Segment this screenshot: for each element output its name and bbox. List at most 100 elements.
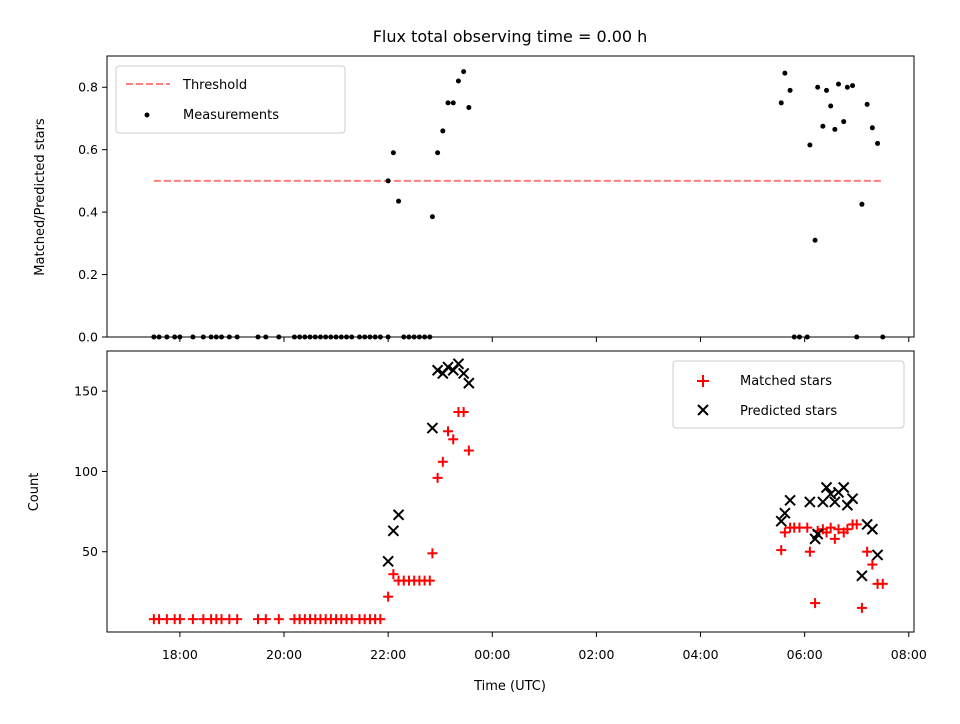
- x-tick-label: 22:00: [370, 647, 406, 662]
- measurement-point: [836, 81, 842, 87]
- matched-star-point: [187, 614, 198, 625]
- measurement-point: [396, 198, 402, 204]
- bottom-y-axis-label: Count: [27, 473, 42, 512]
- measurement-point: [815, 84, 821, 90]
- measurement-point: [461, 69, 467, 75]
- measurement-point: [820, 123, 826, 129]
- measurement-point: [445, 100, 451, 106]
- top-y-tick-label: 0.4: [78, 205, 98, 220]
- top-axes-frame: [106, 55, 915, 338]
- predicted-star-point: [866, 523, 879, 535]
- measurement-point: [869, 125, 875, 131]
- bottom-y-tick-label: 150: [74, 384, 98, 399]
- measurement-point: [782, 70, 788, 76]
- x-tick-label: 18:00: [162, 647, 198, 662]
- legend-measurements-marker: [144, 112, 150, 118]
- predicted-star-point: [804, 496, 816, 508]
- matched-star-point: [458, 407, 469, 418]
- legend-matched-marker: [697, 375, 709, 387]
- measurement-point: [450, 100, 456, 106]
- predicted-star-point: [452, 358, 465, 370]
- matched-star-point: [273, 614, 284, 625]
- matched-star-point: [833, 524, 844, 535]
- panel-ratio: 0.0 0.2 0.4 0.6 0.8 Threshold Measurements M…: [33, 55, 915, 345]
- measurement-point: [828, 103, 834, 109]
- matched-star-point: [804, 546, 815, 557]
- bottom-legend-box: [672, 360, 905, 429]
- x-tick-label: 00:00: [474, 647, 510, 662]
- matched-star-point: [383, 591, 394, 602]
- measurement-point: [787, 87, 793, 93]
- matched-star-point: [867, 559, 878, 570]
- matched-star-point: [810, 598, 821, 609]
- measurement-point: [440, 128, 446, 134]
- legend-threshold-label: Threshold: [182, 78, 247, 93]
- chart-title: Flux total observing time = 0.00 h: [373, 27, 648, 46]
- matched-star-point: [842, 524, 853, 535]
- predicted-star-point: [846, 493, 859, 505]
- top-y-tick-label: 0.8: [78, 80, 98, 95]
- legend-measurements-label: Measurements: [183, 108, 279, 123]
- matched-star-point: [448, 434, 459, 445]
- bottom-y-tick-label: 50: [82, 544, 98, 559]
- matched-star-point: [443, 426, 454, 437]
- matched-star-point: [779, 527, 790, 538]
- x-axis-label: Time (UTC): [473, 679, 546, 694]
- predicted-star-point: [431, 364, 444, 376]
- predicted-star-point: [382, 555, 394, 568]
- legend-predicted-label: Predicted stars: [740, 404, 837, 419]
- measurement-point: [859, 201, 865, 207]
- top-y-axis-label: Matched/Predicted stars: [33, 118, 48, 276]
- matched-star-point: [174, 614, 185, 625]
- measurement-point: [841, 119, 847, 125]
- legend-matched-label: Matched stars: [740, 374, 832, 389]
- predicted-star-point: [442, 361, 454, 373]
- top-y-tick-label: 0.0: [78, 330, 98, 345]
- matched-star-point: [232, 614, 243, 625]
- measurement-point: [455, 78, 461, 84]
- predicted-star-point: [829, 496, 841, 508]
- predicted-star-point: [392, 509, 405, 521]
- x-tick-label: 20:00: [266, 647, 302, 662]
- measurement-point: [435, 150, 441, 156]
- predicted-star-point: [387, 525, 400, 537]
- top-legend: Threshold Measurements: [115, 65, 346, 134]
- measurement-point: [385, 178, 391, 184]
- panel-counts: 18:00 20:00 22:00 00:00 02:00 04:00 06:00 08:00…: [27, 350, 927, 694]
- matched-star-point: [851, 519, 862, 530]
- matched-star-point: [877, 578, 888, 589]
- x-tick-label: 04:00: [683, 647, 719, 662]
- matched-star-point: [802, 522, 813, 533]
- matched-star-point: [825, 522, 836, 533]
- measurement-point: [390, 150, 396, 156]
- matched-star-point: [437, 456, 448, 467]
- legend-predicted-marker: [697, 404, 709, 416]
- measurement-point: [812, 237, 818, 243]
- measurement-point: [832, 126, 838, 132]
- measurement-point: [875, 140, 881, 146]
- predicted-star-point: [811, 528, 824, 540]
- matched-star-point: [260, 614, 271, 625]
- top-y-tick-label: 0.2: [78, 267, 98, 282]
- top-y-tick-label: 0.6: [78, 142, 98, 157]
- bottom-legend: Matched stars Predicted stars: [672, 360, 905, 429]
- predicted-star-point: [463, 377, 475, 389]
- predicted-star-point: [784, 494, 796, 507]
- matched-star-point: [375, 614, 386, 625]
- measurement-point: [429, 214, 435, 220]
- bottom-axes-frame: [106, 350, 915, 633]
- predicted-star-point: [871, 549, 884, 561]
- predicted-star-point: [856, 570, 868, 582]
- x-tick-label: 02:00: [578, 647, 614, 662]
- x-tick-label: 08:00: [891, 647, 927, 662]
- measurement-point: [778, 100, 784, 106]
- predicted-star-point: [779, 507, 791, 519]
- x-tick-label: 06:00: [787, 647, 823, 662]
- measurement-point: [864, 101, 870, 107]
- matched-star-point: [862, 546, 873, 557]
- matched-star-point: [427, 548, 438, 559]
- predicted-star-point: [838, 481, 850, 494]
- measurement-point: [844, 84, 850, 90]
- top-legend-box: [115, 65, 346, 134]
